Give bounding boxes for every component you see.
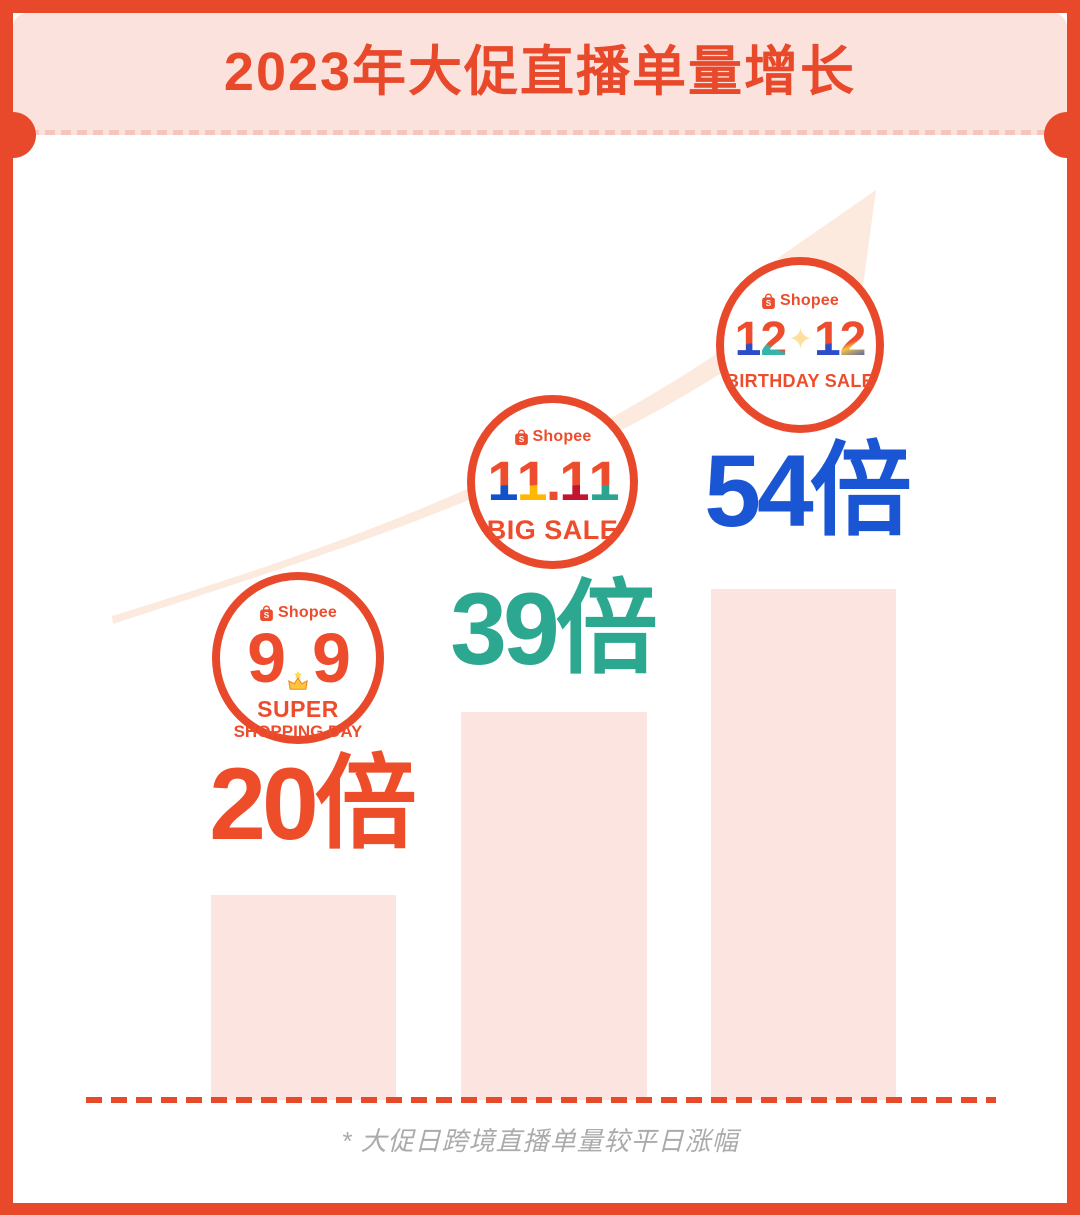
- shopee-bag-icon: S: [514, 429, 528, 445]
- bar-12-12: [711, 589, 896, 1100]
- value-label-12-12: 54倍: [704, 434, 911, 548]
- sparkle-icon: ✦: [788, 323, 813, 357]
- digit: 1: [813, 313, 841, 366]
- digit: 9: [312, 619, 351, 697]
- shopee-bag-initial: S: [766, 299, 772, 308]
- shopee-bag-initial: S: [518, 435, 524, 444]
- badge-11-11-line1: BIG SALE: [486, 515, 619, 546]
- bar-11-11: [461, 712, 647, 1100]
- header-perforation-line: [13, 130, 1067, 135]
- shopee-bag-initial: S: [264, 611, 270, 620]
- digit-dot: .: [545, 449, 562, 512]
- page-title: 2023年大促直播单量增长: [223, 42, 857, 102]
- badge-11-11-big-sale: S Shopee 1 1 . 1 1 BIG SALE: [467, 395, 638, 569]
- shopee-bag-icon: S: [762, 293, 775, 309]
- digit: 1: [588, 449, 619, 512]
- digit: 1: [516, 449, 548, 512]
- digit: 1: [487, 449, 518, 512]
- crown-icon: [288, 670, 308, 690]
- shopee-logo: S Shopee: [259, 604, 337, 622]
- header-banner: 2023年大促直播单量增长: [13, 13, 1067, 135]
- content-area: 2023年大促直播单量增长 S Shopee 9: [0, 13, 1080, 1203]
- digit: 2: [760, 313, 787, 366]
- shopee-bag-icon: S: [260, 605, 273, 621]
- value-label-11-11: 39倍: [450, 572, 657, 686]
- badge-11-11-number: 1 1 . 1 1: [487, 449, 619, 512]
- digit: 2: [839, 313, 867, 366]
- badge-9-9-line2: SHOPPING DAY: [233, 721, 363, 741]
- digit: 9: [247, 619, 286, 697]
- badge-9-9-number: 9 9: [247, 619, 351, 697]
- badge-12-12-line1: BIRTHDAY SALE: [726, 370, 874, 391]
- baseline-dashed: [86, 1097, 996, 1103]
- badge-9-9-super-shopping-day: S Shopee 9 9 SUPER SHOPPING DAY: [212, 572, 384, 744]
- shopee-logo: S Shopee: [514, 428, 592, 446]
- digit: 1: [734, 313, 762, 366]
- badge-12-12-number: 1 2 ✦ 1 2: [734, 313, 867, 366]
- shopee-logo-text: Shopee: [532, 428, 592, 445]
- ticket-notch-right: [1044, 112, 1080, 158]
- shopee-logo-text: Shopee: [278, 604, 337, 621]
- ticket-notch-left: [0, 112, 36, 158]
- shopee-logo: S Shopee: [761, 292, 839, 310]
- bar-9-9: [211, 895, 396, 1100]
- badge-12-12-birthday-sale: S Shopee 1 2 ✦ 1 2 BIRTHDAY SALE: [716, 257, 884, 433]
- badge-9-9-line1: SUPER: [257, 695, 339, 722]
- shopee-logo-text: Shopee: [780, 292, 839, 309]
- value-label-9-9: 20倍: [209, 747, 416, 861]
- footnote: * 大促日跨境直播单量较平日涨幅: [341, 1126, 739, 1156]
- digit: 1: [559, 449, 590, 512]
